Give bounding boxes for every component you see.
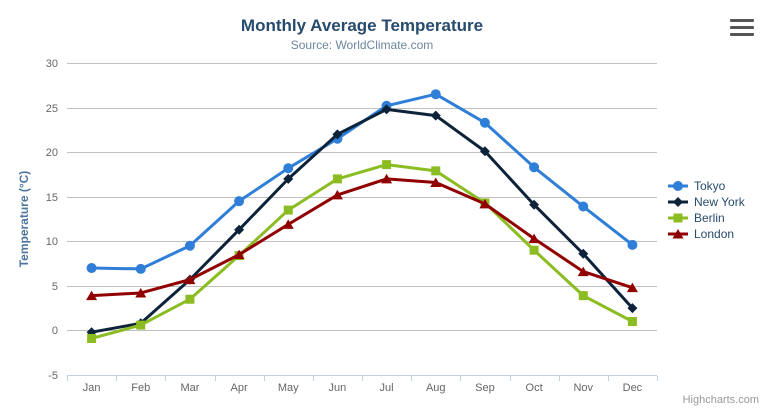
- chart-subtitle: Source: WorldClimate.com: [290, 38, 434, 52]
- x-axis-label: May: [278, 382, 299, 394]
- chart-title: Monthly Average Temperature: [240, 16, 484, 35]
- legend-item-london[interactable]: London: [668, 226, 745, 242]
- x-axis-label: Nov: [573, 382, 593, 394]
- legend-label: Berlin: [694, 211, 725, 225]
- diamond-marker-icon: [668, 197, 688, 207]
- new-york-point[interactable]: [479, 146, 490, 157]
- berlin-point[interactable]: [87, 333, 97, 343]
- circle-marker-icon: [673, 181, 683, 191]
- tokyo-point[interactable]: [479, 117, 490, 128]
- new-york-point[interactable]: [283, 173, 294, 184]
- legend-item-berlin[interactable]: Berlin: [668, 210, 745, 226]
- y-axis-label: -5: [48, 370, 58, 382]
- legend: Tokyo New York Berlin London: [668, 178, 745, 242]
- x-axis-label: Feb: [131, 382, 150, 394]
- y-axis-label: 25: [46, 103, 58, 115]
- series-line-berlin[interactable]: [90, 163, 634, 340]
- triangle-marker-icon: [668, 229, 688, 239]
- new-york-point[interactable]: [578, 248, 589, 259]
- x-axis-label: Aug: [426, 382, 446, 394]
- highcharts-credits-link[interactable]: Highcharts.com: [682, 394, 759, 406]
- x-axis-label: Oct: [526, 382, 543, 394]
- london-point[interactable]: [282, 219, 294, 229]
- london-point[interactable]: [331, 189, 343, 200]
- tokyo-point[interactable]: [184, 240, 195, 251]
- square-marker-icon: [668, 213, 688, 223]
- tokyo-point[interactable]: [135, 263, 146, 274]
- series-tokyo: [86, 89, 638, 274]
- export-menu-button[interactable]: [727, 14, 757, 40]
- square-marker-icon: [673, 213, 683, 223]
- new-york-point[interactable]: [234, 224, 245, 235]
- y-axis-label: 5: [52, 281, 58, 293]
- london-point[interactable]: [86, 290, 98, 301]
- new-york-point[interactable]: [381, 104, 392, 115]
- london-point[interactable]: [381, 173, 393, 184]
- berlin-point[interactable]: [627, 317, 637, 327]
- hamburger-menu-icon: [727, 18, 757, 36]
- x-axis-label: Mar: [180, 382, 199, 394]
- new-york-point[interactable]: [529, 199, 540, 210]
- legend-label: New York: [694, 195, 745, 209]
- tokyo-point[interactable]: [578, 201, 589, 212]
- berlin-point[interactable]: [431, 166, 441, 176]
- berlin-point[interactable]: [136, 320, 146, 330]
- legend-item-tokyo[interactable]: Tokyo: [668, 178, 745, 194]
- series-line-london[interactable]: [90, 177, 634, 298]
- london-point[interactable]: [626, 282, 638, 293]
- london-point[interactable]: [528, 233, 540, 244]
- x-axis-label: Jun: [329, 382, 347, 394]
- legend-item-new-york[interactable]: New York: [668, 194, 745, 210]
- london-point[interactable]: [233, 249, 245, 260]
- new-york-point[interactable]: [332, 129, 343, 140]
- series-london: [86, 173, 638, 301]
- diamond-marker-icon: [673, 197, 683, 207]
- berlin-point[interactable]: [185, 294, 195, 304]
- tokyo-point[interactable]: [627, 239, 638, 250]
- circle-marker-icon: [668, 181, 688, 191]
- series-new-york: [86, 104, 638, 338]
- tokyo-point[interactable]: [430, 89, 441, 100]
- y-axis-label: 0: [52, 325, 58, 337]
- legend-label: London: [694, 227, 735, 241]
- y-axis-label: 20: [46, 147, 58, 159]
- london-point[interactable]: [430, 177, 442, 187]
- tokyo-point[interactable]: [283, 163, 294, 174]
- legend-label: Tokyo: [694, 179, 726, 193]
- y-axis-label: 10: [46, 236, 58, 248]
- new-york-point[interactable]: [430, 110, 441, 121]
- x-axis-label: Jul: [380, 382, 394, 394]
- berlin-point[interactable]: [332, 174, 342, 184]
- y-axis-label: 30: [46, 58, 58, 70]
- tokyo-point[interactable]: [529, 162, 540, 173]
- new-york-point[interactable]: [627, 303, 638, 314]
- berlin-point[interactable]: [529, 245, 539, 255]
- london-point[interactable]: [479, 198, 491, 209]
- x-axis-label: Apr: [231, 382, 248, 394]
- tokyo-point[interactable]: [86, 263, 97, 274]
- berlin-point[interactable]: [283, 205, 293, 215]
- london-point[interactable]: [135, 287, 147, 298]
- y-axis-label: 15: [46, 192, 58, 204]
- berlin-point[interactable]: [382, 160, 392, 170]
- london-point[interactable]: [184, 274, 196, 285]
- series-line-new-york[interactable]: [90, 107, 634, 334]
- x-axis-label: Jan: [83, 382, 101, 394]
- triangle-marker-icon: [672, 229, 684, 239]
- london-point[interactable]: [577, 266, 589, 277]
- tokyo-point[interactable]: [234, 196, 245, 207]
- x-axis-label: Sep: [475, 382, 495, 394]
- berlin-point[interactable]: [578, 291, 588, 301]
- x-axis-label: Dec: [623, 382, 643, 394]
